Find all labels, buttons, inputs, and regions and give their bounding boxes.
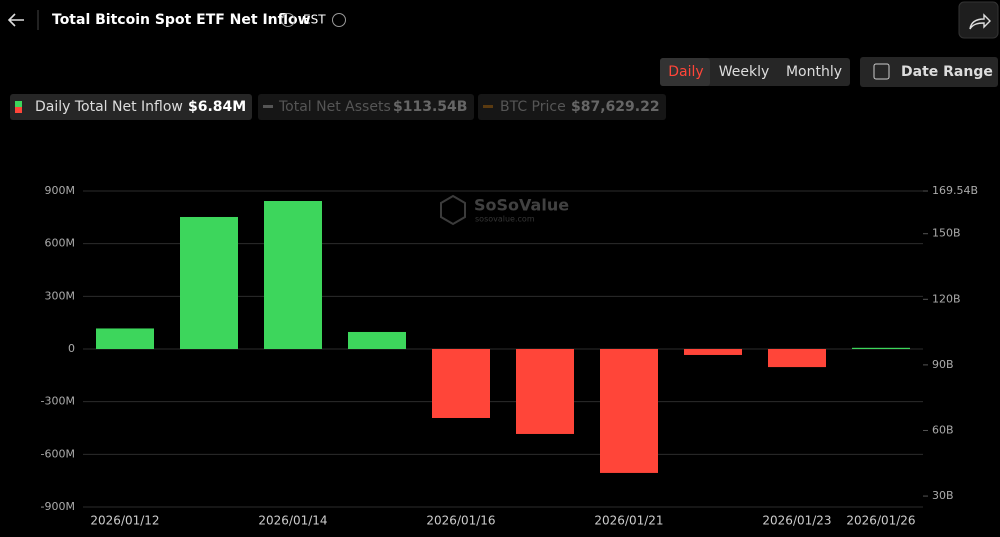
legend-value: $113.54B (393, 99, 467, 115)
tab-active-bg (660, 58, 710, 86)
y-tick-label: 600M (45, 237, 76, 250)
tab[interactable]: Daily (668, 64, 703, 80)
date-range-button[interactable]: Date Range (860, 57, 998, 87)
info-icon[interactable] (281, 13, 295, 27)
y2-tick-label: 60B (932, 423, 954, 436)
bar (852, 347, 910, 349)
bar (348, 331, 406, 349)
date-range-label: Date Range (901, 64, 993, 80)
y2-tick-label: 150B (932, 227, 961, 240)
x-tick-label: 2026/01/16 (426, 514, 495, 528)
legend-value: $6.84M (188, 99, 246, 115)
watermark-brand: SoSoValue (474, 196, 569, 215)
back-icon (7, 13, 24, 27)
x-tick-label: 2026/01/12 (90, 514, 159, 528)
y2-tick-label: 90B (932, 358, 954, 371)
bar (600, 349, 658, 473)
y-tick-label: 900M (45, 184, 76, 197)
legend-item[interactable]: Daily Total Net Inflow $6.84M (10, 94, 252, 120)
bar (684, 349, 742, 355)
x-tick-label: 2026/01/21 (594, 514, 663, 528)
y-tick-label: -600M (41, 447, 75, 460)
legend-value: $87,629.22 (571, 99, 660, 115)
bar (180, 216, 238, 349)
legend-item[interactable]: Total Net Assets $113.54B (258, 94, 474, 120)
watermark-logo (440, 194, 466, 226)
y2-tick-label: 169.54B (932, 184, 978, 197)
calendar-icon (873, 63, 890, 80)
share-icon (969, 13, 991, 30)
legend-name: Total Net Assets (278, 99, 391, 115)
legend-pill (10, 94, 252, 120)
legend-swatch (15, 101, 22, 107)
legend-swatch (15, 107, 22, 113)
y-tick-label: -300M (41, 395, 75, 408)
bar (516, 349, 574, 434)
x-tick-label: 2026/01/26 (846, 514, 915, 528)
legend-swatch (263, 105, 273, 108)
x-tick-label: 2026/01/14 (258, 514, 327, 528)
legend-item[interactable]: BTC Price $87,629.22 (478, 94, 666, 120)
legend-pill (258, 94, 474, 120)
legend-name: Daily Total Net Inflow (35, 99, 183, 115)
plot: -900M -600M -300M 0 300M 600M 900M 30B 60B 90B 120… (41, 184, 979, 528)
legend-name: BTC Price (500, 99, 566, 115)
tab[interactable]: Weekly (719, 64, 770, 80)
y2-tick-label: 30B (932, 489, 954, 502)
x-tick-label: 2026/01/23 (762, 514, 831, 528)
legend-pill (478, 94, 666, 120)
info-icon[interactable] (332, 13, 346, 27)
page-title: Total Bitcoin Spot ETF Net Inflow (52, 12, 311, 28)
watermark-site: sosovalue.com (475, 215, 535, 224)
tab[interactable]: Monthly (786, 64, 842, 80)
share-button[interactable] (958, 1, 999, 39)
y-tick-label: 300M (45, 289, 76, 302)
bar (768, 349, 826, 368)
back-button[interactable] (7, 13, 24, 27)
bar (96, 328, 154, 349)
legend-swatch (483, 105, 493, 108)
watermark: SoSoValue sosovalue.com (440, 194, 569, 226)
y-tick-label: -900M (41, 500, 75, 513)
timezone[interactable]: EST (303, 13, 326, 27)
y-tick-label: 0 (68, 342, 75, 355)
y2-tick-label: 120B (932, 292, 961, 305)
date-range-box (860, 57, 998, 87)
bar (264, 201, 322, 349)
bar (432, 349, 490, 418)
